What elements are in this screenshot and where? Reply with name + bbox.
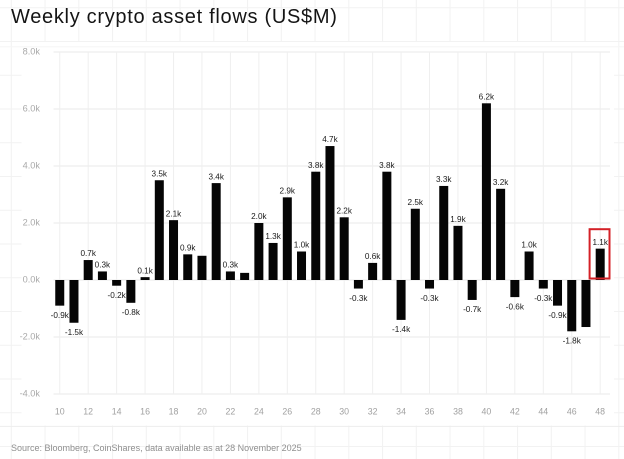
svg-text:3.8k: 3.8k [379, 161, 395, 170]
svg-text:38: 38 [453, 407, 463, 417]
svg-text:1.0k: 1.0k [521, 241, 537, 250]
svg-text:14: 14 [112, 407, 122, 417]
svg-text:4.0k: 4.0k [23, 161, 41, 171]
svg-text:0.6k: 0.6k [365, 252, 381, 261]
svg-text:-0.3k: -0.3k [420, 294, 439, 303]
svg-text:30: 30 [339, 407, 349, 417]
svg-text:44: 44 [538, 407, 548, 417]
svg-text:3.4k: 3.4k [208, 172, 224, 181]
svg-text:-4.0k: -4.0k [20, 389, 41, 399]
svg-text:3.2k: 3.2k [493, 178, 509, 187]
svg-text:0.1k: 0.1k [137, 266, 153, 275]
svg-text:-0.6k: -0.6k [506, 302, 525, 311]
svg-text:36: 36 [425, 407, 435, 417]
svg-text:-1.4k: -1.4k [392, 325, 411, 334]
svg-text:-0.8k: -0.8k [122, 308, 141, 317]
svg-text:6.0k: 6.0k [23, 104, 41, 114]
svg-text:1.3k: 1.3k [265, 232, 281, 241]
svg-text:-0.3k: -0.3k [349, 294, 368, 303]
svg-text:0.3k: 0.3k [95, 261, 111, 270]
svg-text:1.9k: 1.9k [450, 215, 466, 224]
svg-text:0.0k: 0.0k [23, 275, 41, 285]
svg-text:8.0k: 8.0k [23, 47, 41, 57]
svg-text:46: 46 [567, 407, 577, 417]
svg-text:12: 12 [83, 407, 93, 417]
svg-text:3.5k: 3.5k [152, 169, 168, 178]
svg-text:32: 32 [368, 407, 378, 417]
svg-text:4.7k: 4.7k [322, 135, 338, 144]
svg-text:-1.5k: -1.5k [65, 328, 84, 337]
svg-text:1.0k: 1.0k [294, 241, 310, 250]
svg-text:-0.2k: -0.2k [108, 291, 127, 300]
svg-text:34: 34 [396, 407, 406, 417]
svg-text:2.0k: 2.0k [23, 218, 41, 228]
svg-text:10: 10 [55, 407, 65, 417]
svg-text:0.9k: 0.9k [180, 244, 196, 253]
svg-text:3.3k: 3.3k [436, 175, 452, 184]
svg-text:-0.9k: -0.9k [548, 311, 567, 320]
svg-text:28: 28 [311, 407, 321, 417]
svg-text:-1.8k: -1.8k [563, 337, 582, 346]
svg-text:-0.7k: -0.7k [463, 305, 482, 314]
svg-text:2.2k: 2.2k [336, 207, 352, 216]
svg-text:3.8k: 3.8k [308, 161, 324, 170]
svg-text:42: 42 [510, 407, 520, 417]
svg-text:48: 48 [595, 407, 605, 417]
svg-text:18: 18 [169, 407, 179, 417]
svg-text:2.9k: 2.9k [280, 187, 296, 196]
svg-text:-0.9k: -0.9k [51, 311, 70, 320]
svg-text:26: 26 [282, 407, 292, 417]
svg-text:1.1k: 1.1k [592, 238, 608, 247]
svg-text:20: 20 [197, 407, 207, 417]
svg-text:0.3k: 0.3k [223, 261, 239, 270]
svg-text:0.7k: 0.7k [80, 249, 96, 258]
svg-text:16: 16 [140, 407, 150, 417]
svg-text:-2.0k: -2.0k [20, 332, 41, 342]
svg-text:40: 40 [482, 407, 492, 417]
svg-text:2.5k: 2.5k [408, 198, 424, 207]
svg-text:-0.3k: -0.3k [534, 294, 553, 303]
svg-text:22: 22 [226, 407, 236, 417]
svg-text:2.0k: 2.0k [251, 212, 267, 221]
svg-text:6.2k: 6.2k [479, 93, 495, 102]
svg-text:24: 24 [254, 407, 264, 417]
svg-text:2.1k: 2.1k [166, 209, 182, 218]
